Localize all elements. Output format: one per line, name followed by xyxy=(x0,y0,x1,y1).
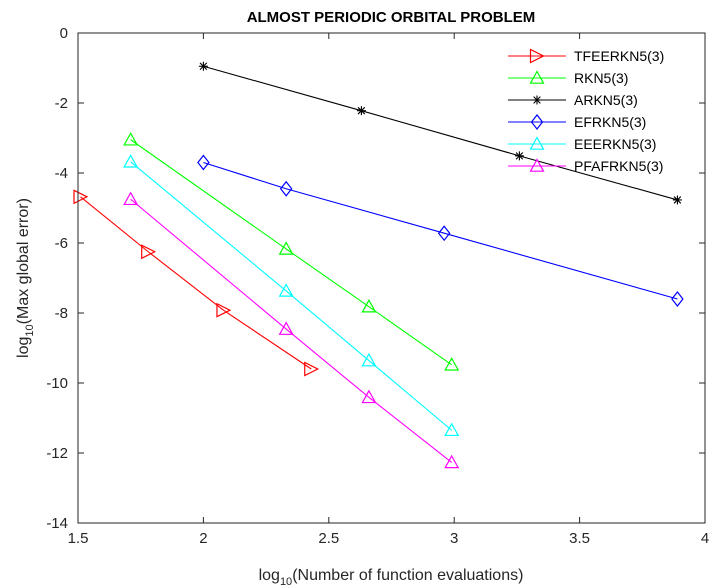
data-point-pfafrkn5-3 xyxy=(278,321,294,335)
series-pfafrkn5-3 xyxy=(123,191,460,469)
data-point-pfafrkn5-3 xyxy=(361,389,377,404)
y-tick-label: -6 xyxy=(55,235,68,252)
x-tick-label: 3 xyxy=(450,530,458,547)
legend: TFEERKN5(3) RKN5(3) ARKN5(3) EFRKN5(3) EEERK… xyxy=(508,48,664,174)
series-eeerkn5-3 xyxy=(123,154,460,437)
y-axis: -14 -12 -10 -8 -6 -4 -2 0 xyxy=(46,25,705,532)
series-tfeerkn5-3 xyxy=(73,189,320,377)
series-efrkn5-3 xyxy=(197,154,684,307)
data-point-pfafrkn5-3 xyxy=(444,454,460,469)
legend-item-tfeerkn5-3: TFEERKN5(3) xyxy=(508,48,664,64)
data-point-efrkn5-3 xyxy=(279,180,293,197)
series-line-arkn5-3 xyxy=(203,65,678,201)
data-point-efrkn5-3 xyxy=(197,154,210,171)
x-tick-label: 3.5 xyxy=(569,530,590,547)
data-point-arkn5-3 xyxy=(356,106,366,116)
series-line-eeerkn5-3 xyxy=(130,161,453,431)
legend-marker xyxy=(530,114,544,130)
x-tick-label: 2 xyxy=(199,530,207,547)
data-point-tfeerkn5-3 xyxy=(304,361,320,377)
data-point-arkn5-3 xyxy=(672,195,682,205)
y-tick-label: -12 xyxy=(46,445,68,462)
legend-item-arkn5-3: ARKN5(3) xyxy=(508,92,638,108)
legend-item-rkn5-3: RKN5(3) xyxy=(508,70,628,86)
legend-label: PFAFRKN5(3) xyxy=(574,158,663,174)
series-layer xyxy=(73,61,684,469)
legend-label: EEERKN5(3) xyxy=(574,136,656,152)
legend-label: ARKN5(3) xyxy=(574,92,638,108)
data-point-rkn5-3 xyxy=(123,132,139,146)
data-point-tfeerkn5-3 xyxy=(216,302,232,318)
legend-label: TFEERKN5(3) xyxy=(574,48,664,64)
data-point-arkn5-3 xyxy=(198,61,208,71)
plot-frame xyxy=(77,32,706,524)
legend-marker xyxy=(529,48,545,64)
legend-label: EFRKN5(3) xyxy=(574,114,646,130)
data-point-arkn5-3 xyxy=(514,151,524,161)
series-line-efrkn5-3 xyxy=(203,161,678,300)
data-point-efrkn5-3 xyxy=(671,291,684,307)
data-point-rkn5-3 xyxy=(278,241,294,255)
legend-item-pfafrkn5-3: PFAFRKN5(3) xyxy=(508,158,663,174)
y-tick-label: -8 xyxy=(55,305,68,322)
series-line-rkn5-3 xyxy=(130,139,453,366)
y-tick-label: 0 xyxy=(60,25,68,42)
data-point-rkn5-3 xyxy=(361,298,377,313)
y-tick-label: -4 xyxy=(55,165,68,182)
legend-marker xyxy=(529,70,545,84)
data-point-eeerkn5-3 xyxy=(361,352,377,367)
y-tick-label: -10 xyxy=(46,375,68,392)
x-axis-label: log10(Number of function evaluations) xyxy=(259,567,524,588)
data-point-tfeerkn5-3 xyxy=(141,244,157,260)
y-tick-label: -14 xyxy=(46,515,68,532)
x-tick-label: 4 xyxy=(701,530,709,547)
data-point-rkn5-3 xyxy=(444,357,460,371)
y-tick-label: -2 xyxy=(55,95,68,112)
x-axis: 1.5 2 2.5 3 3.5 4 xyxy=(68,33,709,547)
data-point-efrkn5-3 xyxy=(437,225,451,242)
legend-label: RKN5(3) xyxy=(574,70,628,86)
data-point-pfafrkn5-3 xyxy=(123,191,139,206)
x-tick-label: 2.5 xyxy=(318,530,339,547)
legend-marker xyxy=(529,158,545,172)
series-line-pfafrkn5-3 xyxy=(130,198,453,463)
chart-title: ALMOST PERIODIC ORBITAL PROBLEM xyxy=(247,9,536,26)
series-arkn5-3 xyxy=(198,61,682,205)
data-point-tfeerkn5-3 xyxy=(73,189,89,205)
legend-item-eeerkn5-3: EEERKN5(3) xyxy=(508,136,656,152)
legend-item-efrkn5-3: EFRKN5(3) xyxy=(508,114,646,130)
legend-marker xyxy=(529,136,545,150)
data-point-eeerkn5-3 xyxy=(278,283,294,297)
series-rkn5-3 xyxy=(123,132,460,371)
data-point-eeerkn5-3 xyxy=(123,154,139,168)
series-line-tfeerkn5-3 xyxy=(80,196,312,370)
y-axis-label: log10(Max global error) xyxy=(15,198,36,358)
data-point-eeerkn5-3 xyxy=(444,422,460,437)
x-tick-label: 1.5 xyxy=(68,530,89,547)
legend-marker xyxy=(532,95,542,105)
